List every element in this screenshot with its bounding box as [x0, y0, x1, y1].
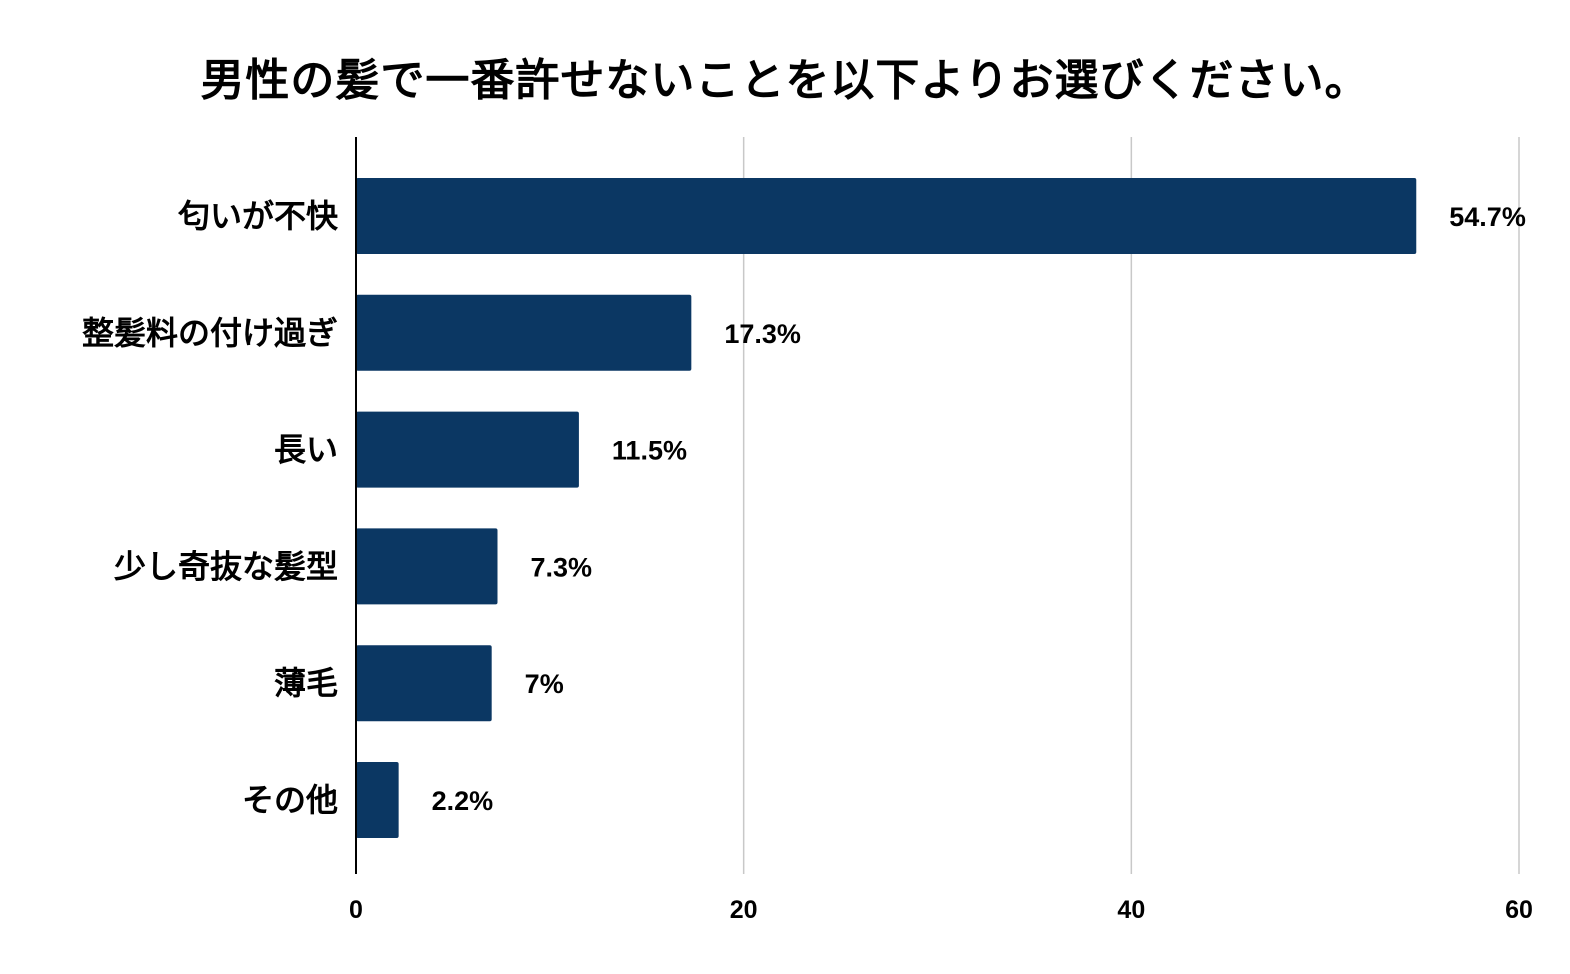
bar: [356, 294, 692, 371]
category-label: その他: [242, 781, 338, 819]
data-label: 11.5%: [612, 436, 687, 466]
chart-title: 男性の髪で一番許せないことを以下よりお選びください。: [200, 55, 1370, 106]
category-label: 匂いが不快: [177, 197, 339, 235]
data-label: 54.7%: [1449, 202, 1526, 232]
category-label: 薄毛: [274, 664, 338, 702]
x-tick-label: 40: [1117, 896, 1145, 924]
bar: [356, 528, 498, 605]
x-tick-label: 20: [730, 896, 758, 924]
data-label: 2.2%: [432, 786, 494, 816]
category-label: 整髪料の付け過ぎ: [82, 314, 338, 352]
bar: [356, 645, 492, 722]
x-tick-label: 60: [1505, 896, 1533, 924]
bar: [356, 178, 1417, 254]
data-label: 7.3%: [530, 552, 592, 582]
bar: [356, 762, 399, 838]
data-label: 7%: [525, 669, 564, 699]
category-label: 長い: [274, 431, 338, 469]
data-label: 17.3%: [724, 319, 801, 349]
category-label: 少し奇抜な髪型: [114, 547, 338, 585]
x-tick-label: 0: [349, 896, 363, 924]
bar: [356, 411, 579, 488]
